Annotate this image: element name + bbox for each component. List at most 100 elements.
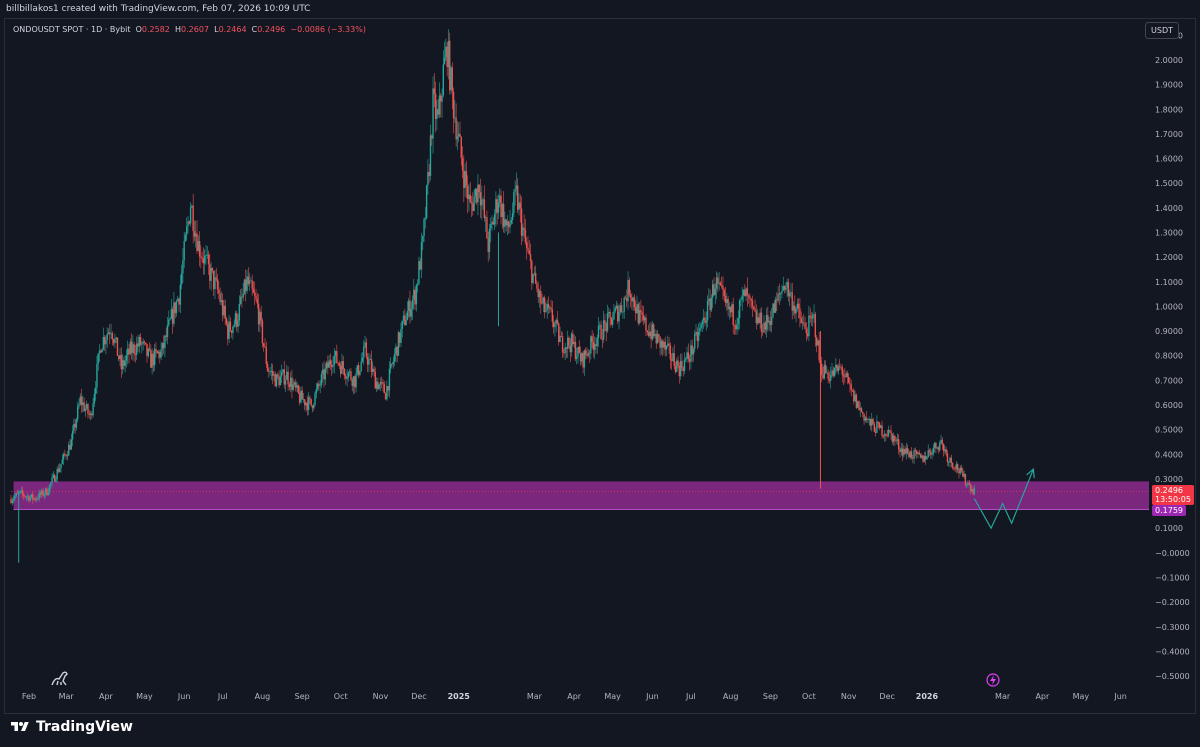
candle-body (228, 321, 230, 339)
candle-body (529, 254, 532, 261)
candle-body (363, 346, 365, 358)
candle-body (98, 350, 101, 354)
candle-body (561, 336, 564, 353)
candle-body (756, 317, 759, 324)
candle-body (705, 320, 707, 323)
candle-body (34, 498, 37, 500)
candle-body (463, 170, 465, 188)
candle-body (198, 241, 201, 257)
candle-body (849, 382, 851, 385)
candle-body (845, 373, 847, 378)
candle-body (510, 219, 512, 224)
candle-body (192, 205, 194, 232)
candle-body (309, 397, 311, 399)
candle-body (564, 347, 566, 354)
dino-replay-icon[interactable] (49, 667, 71, 689)
candle-body (655, 334, 657, 344)
candle-body (278, 376, 280, 386)
candle-body (905, 448, 908, 454)
bottom-bar: TradingView (0, 714, 1200, 747)
candle-body (170, 309, 173, 319)
candle-body (178, 298, 180, 305)
candle-body (709, 298, 711, 311)
candle-body (223, 305, 225, 316)
candle-body (229, 321, 232, 331)
candle-body (416, 283, 419, 285)
candle-body (388, 368, 391, 391)
chart-pane[interactable]: 2.10002.00001.90001.80001.70001.60001.50… (4, 18, 1196, 714)
candle-body (854, 394, 856, 402)
candle-body (187, 221, 189, 227)
candle-body (428, 172, 430, 176)
projection-path (973, 468, 1034, 530)
candle-body (617, 305, 619, 322)
candle-body (447, 40, 450, 67)
ohlc-legend: ONDOUSDT SPOT · 1D · Bybit O0.2582 H0.26… (13, 25, 366, 34)
time-tick-label: Sep (295, 692, 310, 701)
candle-body (779, 292, 782, 295)
candle-body (474, 188, 477, 197)
candle-body (614, 307, 616, 312)
candle-body (668, 343, 670, 346)
candle-body (796, 303, 799, 309)
candle-body (910, 451, 913, 458)
candle-body (847, 376, 850, 383)
projection-arrowhead (1026, 467, 1035, 479)
candle-body (876, 421, 878, 433)
candle-body (769, 320, 772, 325)
candle-body (892, 435, 895, 442)
tradingview-brand[interactable]: TradingView (10, 719, 133, 735)
candle-body (70, 439, 72, 450)
candle-body (331, 364, 333, 368)
candle-body (803, 322, 805, 324)
candle-body (305, 402, 307, 406)
candle-body (182, 260, 184, 274)
time-tick-label: Dec (411, 692, 426, 701)
candle-body (954, 468, 956, 470)
symbol-label[interactable]: ONDOUSDT SPOT · 1D · Bybit (13, 25, 131, 34)
low-label: L (214, 25, 219, 34)
candle-body (808, 315, 810, 337)
candle-body (502, 204, 505, 227)
candle-body (942, 444, 945, 452)
price-chart[interactable]: 2.10002.00001.90001.80001.70001.60001.50… (5, 19, 1195, 713)
candle-body (373, 368, 375, 373)
currency-badge[interactable]: USDT (1145, 22, 1179, 39)
candle-body (415, 284, 418, 305)
candle-body (868, 419, 870, 420)
lightning-icon[interactable] (984, 671, 1002, 689)
candle-body (12, 498, 15, 501)
candle-body (663, 341, 665, 348)
candle-body (939, 442, 941, 451)
candle-body (587, 352, 589, 356)
candle-body (637, 304, 639, 324)
candle-body (111, 333, 114, 340)
candle-body (686, 352, 688, 359)
candle-body (391, 363, 393, 365)
time-tick-label: Jul (217, 692, 228, 701)
time-tick-label: Mar (59, 692, 75, 701)
candle-body (906, 448, 909, 454)
candle-body (674, 366, 677, 372)
candle-body (881, 425, 883, 436)
candle-body (846, 373, 849, 377)
candle-body (777, 293, 779, 301)
candle-body (922, 455, 924, 462)
candle-body (116, 337, 119, 356)
candle-body (506, 221, 509, 226)
candle-body (563, 352, 565, 354)
candle-body (47, 492, 49, 496)
candle-body (336, 351, 338, 363)
candle-body (806, 333, 809, 337)
price-tick-label: 0.7000 (1155, 376, 1183, 385)
candle-body (511, 213, 514, 220)
candle-body (397, 332, 400, 356)
candle-body (164, 335, 166, 349)
candle-body (378, 384, 380, 390)
candle-body (591, 336, 593, 343)
candle-body (677, 360, 679, 366)
candle-body (368, 359, 370, 365)
candle-body (423, 219, 425, 236)
candle-body (572, 333, 574, 345)
support-zone (13, 481, 1150, 510)
